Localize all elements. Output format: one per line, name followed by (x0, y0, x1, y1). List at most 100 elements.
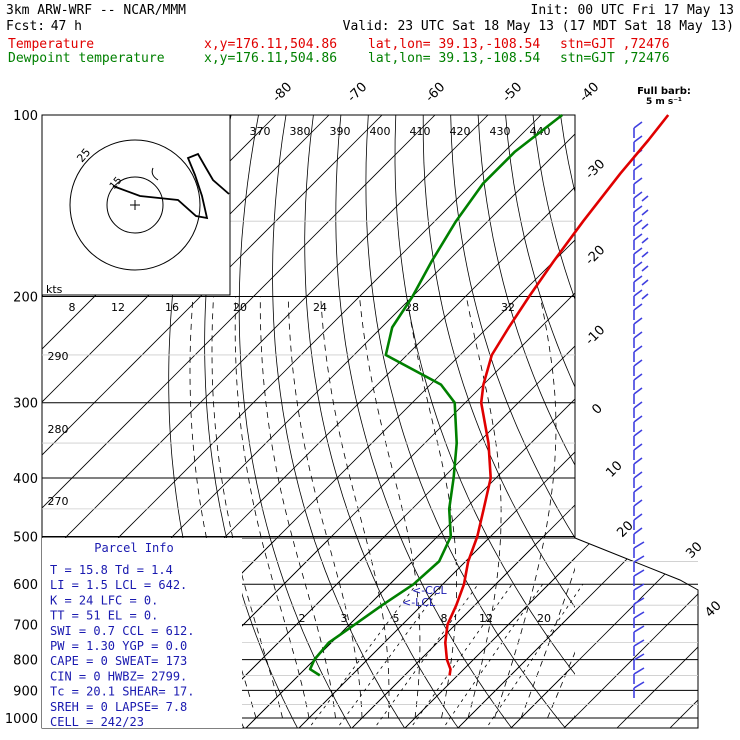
parcel-info-title: Parcel Info (94, 541, 173, 555)
valid-time: Valid: 23 UTC Sat 18 May 13 (17 MDT Sat … (343, 19, 734, 34)
isotherm-label: -80 (270, 80, 296, 106)
pressure-tick-label: 400 (13, 472, 38, 487)
wind-barb (633, 219, 643, 236)
dewpoint-trace (308, 113, 563, 677)
isotherm-label: 0 (589, 401, 605, 417)
wind-barb (633, 667, 645, 684)
hodograph: 25 15 kts (41, 114, 231, 296)
init-time: Init: 00 UTC Fri 17 May 13 (531, 3, 735, 18)
isotherm (351, 504, 575, 728)
dry-adiabat (532, 115, 575, 301)
wind-barb (633, 639, 645, 656)
dry-adiabat (304, 115, 459, 728)
theta-side-label: 280 (48, 423, 69, 436)
theta-label: 400 (370, 125, 391, 138)
isotherm (348, 538, 698, 728)
isotherm (42, 115, 542, 615)
parcel-info-row: K = 24 LFC = 0. (50, 593, 158, 607)
moist-adiabat (547, 651, 575, 719)
legend-temperature-label: Temperature (8, 37, 94, 52)
wind-barb (633, 653, 645, 670)
theta-label: 410 (410, 125, 431, 138)
wind-barb (641, 265, 649, 272)
isotherm-label: -50 (500, 80, 526, 106)
dry-adiabat (238, 115, 352, 728)
wind-barb (633, 135, 643, 152)
dry-adiabat (365, 115, 566, 728)
wind-barb (633, 331, 643, 348)
isotherm (510, 663, 575, 728)
barb-subtitle: 5 m s⁻¹ (646, 97, 682, 107)
mixing-ratio-label: 12 (111, 301, 125, 314)
wind-barb (633, 177, 643, 194)
parcel-info-row: PW = 1.30 YGP = 0.0 (50, 639, 187, 653)
parcel-info-row: Tc = 20.1 SHEAR= 17. (50, 685, 195, 699)
wind-barb (641, 223, 649, 230)
wind-barbs (633, 121, 649, 698)
wind-barb (633, 443, 643, 460)
isotherm (563, 716, 575, 728)
mixing-ratio-label: 24 (313, 301, 327, 314)
wind-barb (633, 247, 643, 264)
parcel-info-row: LI = 1.5 LCL = 642. (50, 578, 187, 592)
dry-adiabat (335, 115, 513, 728)
mixing-ratio-label: 8 (69, 301, 76, 314)
moist-adiabat (234, 296, 310, 719)
wind-barb (633, 303, 643, 320)
moist-adiabat (259, 296, 336, 719)
mixing-ratio-line (306, 583, 417, 728)
theta-label: 430 (490, 125, 511, 138)
wind-barb (633, 555, 645, 572)
mixing-ratio-label: 32 (501, 301, 515, 314)
isotherm (42, 115, 383, 456)
wind-barb (633, 611, 645, 628)
isotherm (613, 538, 698, 728)
pressure-tick-label: 500 (13, 530, 38, 545)
mixing-ratio-line (372, 583, 479, 728)
wind-barb (633, 471, 643, 488)
isotherm-label: 40 (702, 598, 724, 620)
wind-barb (633, 625, 645, 642)
wind-barb (633, 275, 643, 292)
pressure-tick-label: 300 (13, 397, 38, 412)
wind-barb (633, 569, 645, 586)
isotherm-label: -70 (345, 80, 371, 106)
dry-adiabat (588, 115, 740, 731)
dry-adiabat (698, 115, 740, 731)
wind-barb (633, 499, 643, 516)
wind-barb (641, 195, 649, 202)
isotherm-label: -60 (423, 80, 449, 106)
isotherm-label: -30 (583, 157, 609, 183)
moist-adiabat (359, 296, 421, 719)
wind-barb (633, 681, 645, 698)
moist-adiabat (494, 296, 557, 719)
mixing-ratio-label: 3 (341, 612, 348, 625)
pressure-tick-label: 1000 (5, 712, 38, 727)
isotherm (189, 538, 698, 728)
parcel-info-row: CAPE = 0 SWEAT= 173 (50, 654, 187, 668)
wind-barb (633, 513, 643, 530)
isotherm (242, 538, 698, 728)
wind-barb (633, 261, 643, 278)
isotherm (507, 538, 698, 728)
dry-adiabat (394, 115, 575, 675)
pressure-tick-label: 200 (13, 291, 38, 306)
wind-barb (633, 233, 643, 250)
wind-barb (633, 415, 643, 432)
isotherm (401, 538, 698, 728)
lcl-marker: <-LCL (402, 596, 436, 609)
moist-adiabat (211, 296, 283, 719)
parcel-info-row: TT = 51 EL = 0. (50, 609, 158, 623)
moist-adiabat (320, 296, 390, 719)
theta-label: 370 (250, 125, 271, 138)
wind-barb (633, 583, 645, 600)
wind-barb (633, 485, 643, 502)
wind-barb (633, 401, 643, 418)
wind-barb (641, 209, 649, 216)
legend-temperature-station: stn=GJT ,72476 (560, 37, 670, 52)
legend-temperature-xy: x,y=176.11,504.86 (204, 37, 337, 52)
isotherm-label: 10 (603, 458, 625, 480)
moist-adiabat (287, 296, 363, 719)
dry-adiabat (560, 115, 575, 194)
